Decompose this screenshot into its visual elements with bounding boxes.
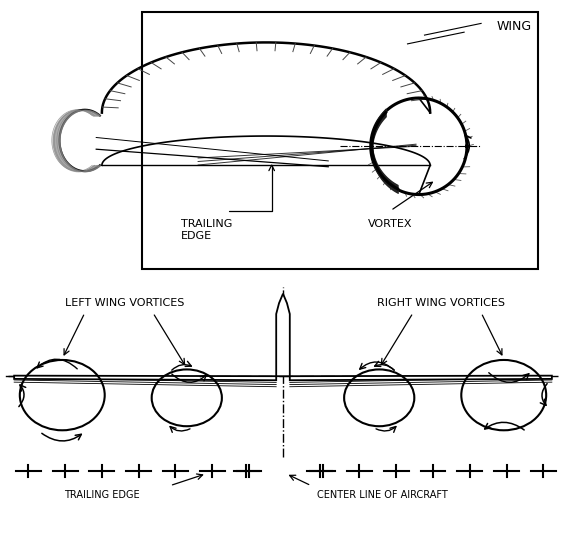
Text: RIGHT WING VORTICES: RIGHT WING VORTICES [378,298,505,308]
Polygon shape [290,376,552,380]
Text: VORTEX: VORTEX [368,220,413,230]
Polygon shape [14,376,276,380]
Text: TRAILING EDGE: TRAILING EDGE [64,490,140,500]
Text: WING: WING [497,20,532,34]
Bar [142,12,538,269]
Text: CENTER LINE OF AIRCRAFT: CENTER LINE OF AIRCRAFT [317,490,448,500]
Text: TRAILING
EDGE: TRAILING EDGE [181,220,233,241]
Text: LEFT WING VORTICES: LEFT WING VORTICES [65,298,184,308]
Polygon shape [276,294,290,376]
